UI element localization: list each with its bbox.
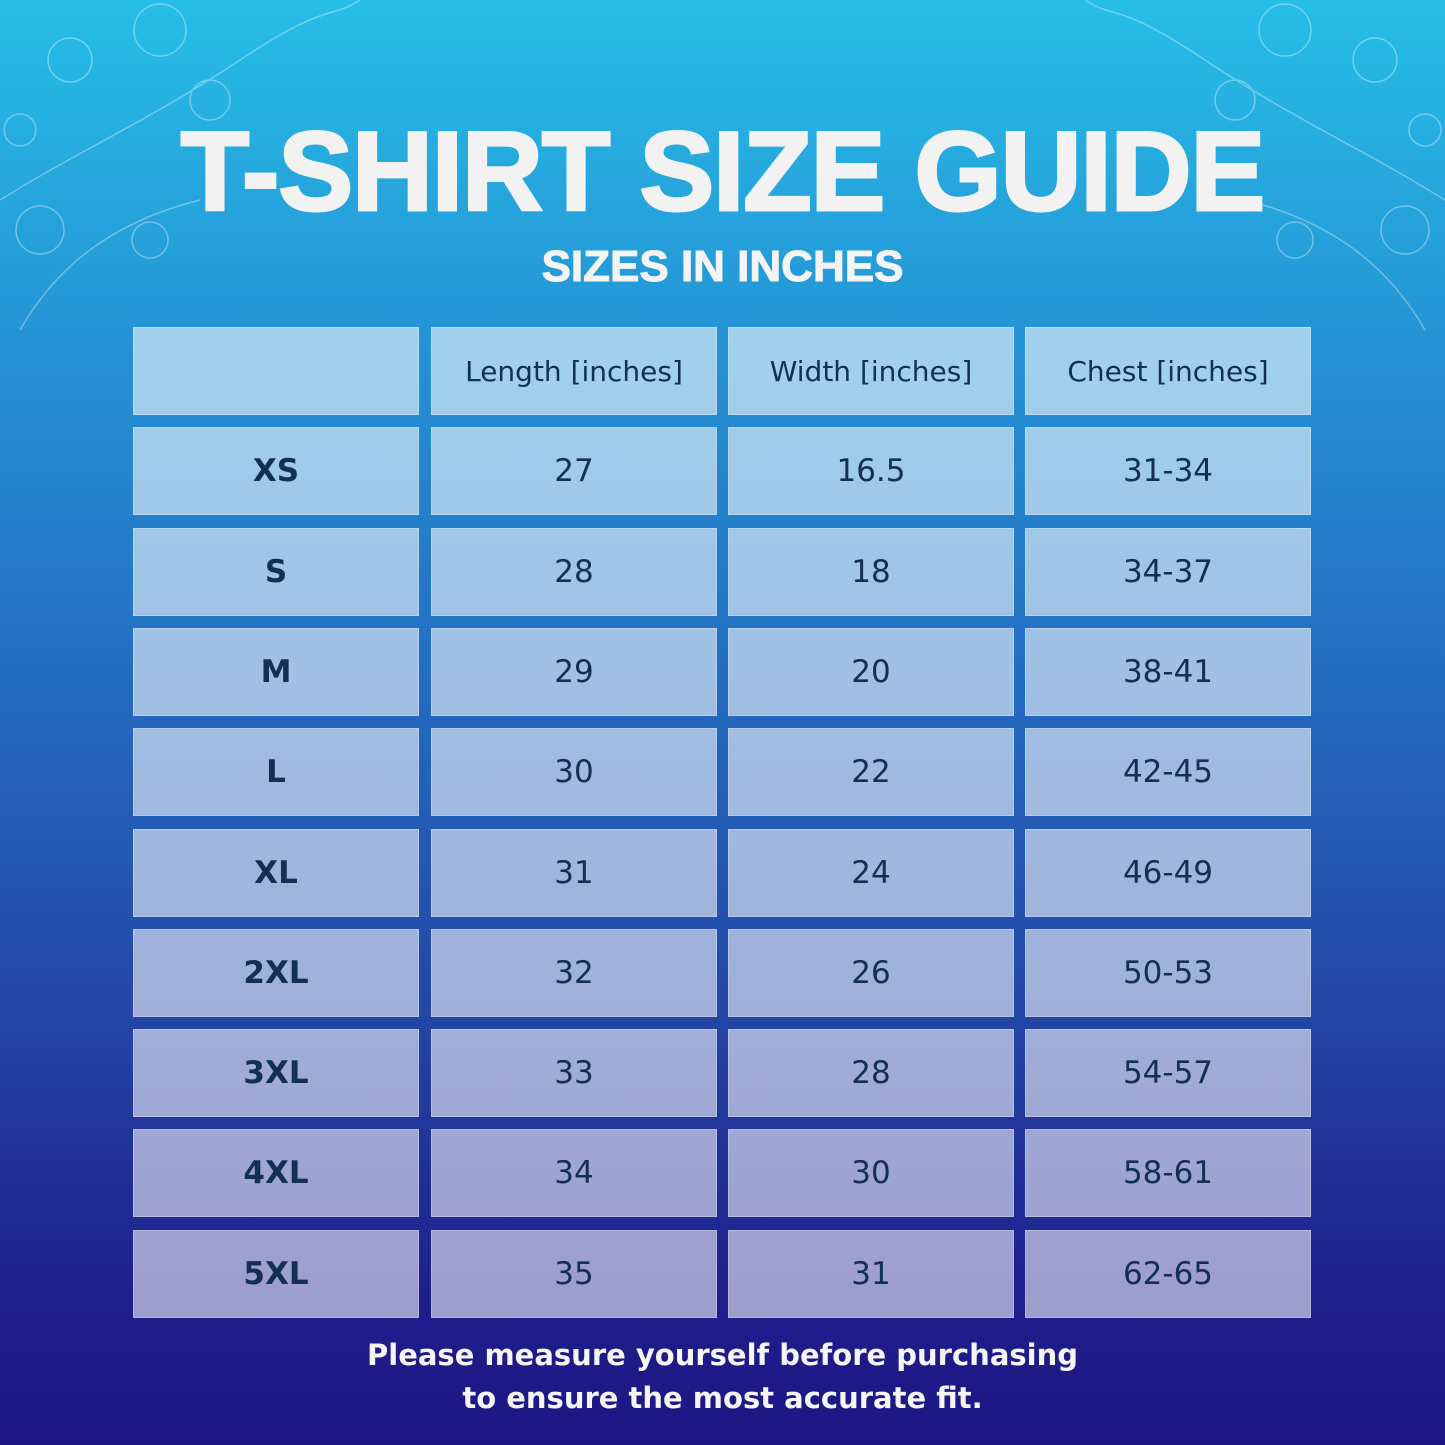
header-cell-width: Width [inches] — [728, 327, 1014, 415]
width-cell: 16.5 — [728, 427, 1014, 516]
width-cell: 22 — [728, 728, 1014, 817]
chest-cell: 38-41 — [1025, 627, 1311, 716]
width-cell: 26 — [728, 928, 1014, 1017]
length-cell: 29 — [431, 627, 717, 716]
size-cell: XS — [133, 427, 419, 516]
header-cell-empty — [133, 327, 419, 415]
size-cell: S — [133, 527, 419, 616]
chest-cell: 46-49 — [1025, 828, 1311, 917]
floral-decoration-icon — [1085, 0, 1445, 330]
header-cell-chest: Chest [inches] — [1025, 327, 1311, 415]
header-cell-length: Length [inches] — [431, 327, 717, 415]
length-cell: 27 — [431, 427, 717, 516]
length-cell: 33 — [431, 1029, 717, 1118]
chest-cell: 58-61 — [1025, 1129, 1311, 1218]
footer-line-1: Please measure yourself before purchasin… — [367, 1338, 1078, 1372]
length-cell: 32 — [431, 928, 717, 1017]
size-cell: 5XL — [133, 1229, 419, 1318]
size-cell: 4XL — [133, 1129, 419, 1218]
length-cell: 28 — [431, 527, 717, 616]
width-cell: 31 — [728, 1229, 1014, 1318]
chest-cell: 34-37 — [1025, 527, 1311, 616]
length-cell: 31 — [431, 828, 717, 917]
size-cell: XL — [133, 828, 419, 917]
size-cell: 3XL — [133, 1029, 419, 1118]
length-cell: 34 — [431, 1129, 717, 1218]
chest-cell: 54-57 — [1025, 1029, 1311, 1118]
floral-decoration-icon — [0, 0, 360, 330]
chest-cell: 62-65 — [1025, 1229, 1311, 1318]
width-cell: 28 — [728, 1029, 1014, 1118]
length-cell: 35 — [431, 1229, 717, 1318]
footer-note: Please measure yourself before purchasin… — [0, 1334, 1445, 1420]
chest-cell: 50-53 — [1025, 928, 1311, 1017]
length-cell: 30 — [431, 728, 717, 817]
width-cell: 18 — [728, 527, 1014, 616]
page-subtitle: SIZES IN INCHES — [541, 242, 904, 292]
size-cell: 2XL — [133, 928, 419, 1017]
footer-line-2: to ensure the most accurate fit. — [462, 1381, 983, 1415]
chest-cell: 31-34 — [1025, 427, 1311, 516]
width-cell: 30 — [728, 1129, 1014, 1218]
size-cell: L — [133, 728, 419, 817]
chest-cell: 42-45 — [1025, 728, 1311, 817]
width-cell: 20 — [728, 627, 1014, 716]
page-title: T-SHIRT SIZE GUIDE — [179, 109, 1266, 234]
width-cell: 24 — [728, 828, 1014, 917]
size-cell: M — [133, 627, 419, 716]
